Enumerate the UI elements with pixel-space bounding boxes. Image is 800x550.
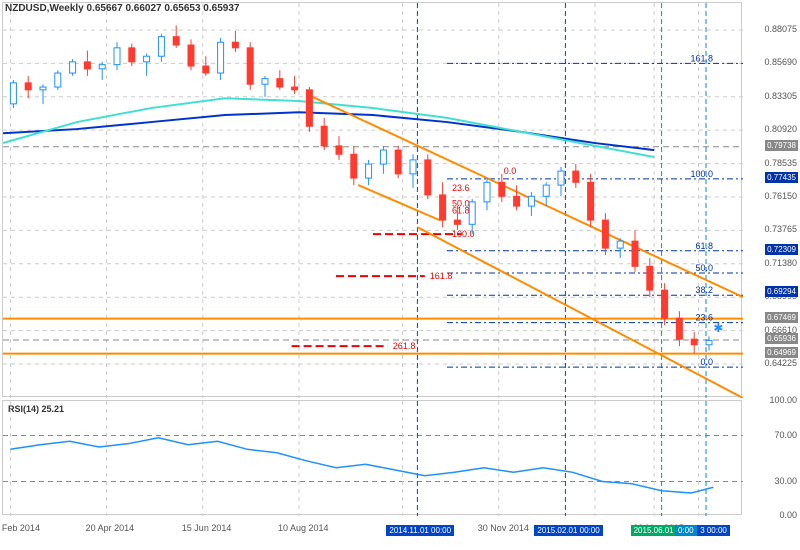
- svg-text:161.8: 161.8: [690, 53, 713, 63]
- y-tick-label: 0.85690: [764, 57, 797, 67]
- y-tick-label: 0.64225: [764, 358, 797, 368]
- ohlc: 0.65667 0.66027 0.65653 0.65937: [87, 3, 240, 14]
- y-tick-label: 0.78535: [764, 158, 797, 168]
- x-tick-label: 23 Feb 2014: [0, 523, 40, 533]
- price-level-box: 0.79738: [765, 140, 798, 151]
- y-tick-label: 0.83305: [764, 91, 797, 101]
- price-level-box: 0.67469: [765, 312, 798, 323]
- svg-text:50.0: 50.0: [695, 263, 713, 273]
- rsi-y-tick: 0.00: [779, 510, 797, 520]
- x-tick-box: 2015.02.01 00:00: [534, 525, 602, 536]
- y-axis-price: 0.88075 0.85690 0.83305 0.80920 0.78535 0.761…: [745, 2, 800, 397]
- x-tick-label: 20 Apr 2014: [86, 523, 135, 533]
- rsi-y-tick: 70.00: [774, 430, 797, 440]
- svg-text:61.8: 61.8: [695, 241, 713, 251]
- y-tick-label: 0.80920: [764, 124, 797, 134]
- svg-text:38.2: 38.2: [695, 285, 713, 295]
- x-tick-label: 10 Aug 2014: [278, 523, 329, 533]
- chart-title: NZDUSD,Weekly 0.65667 0.66027 0.65653 0.…: [5, 3, 239, 14]
- x-axis-time: 23 Feb 2014 20 Apr 2014 15 Jun 2014 10 Aug …: [2, 518, 742, 548]
- x-tick-box: 3 00:00: [697, 525, 730, 536]
- svg-text:261.8: 261.8: [393, 341, 416, 351]
- y-tick-label: 0.73765: [764, 224, 797, 234]
- svg-text:23.6: 23.6: [695, 313, 713, 323]
- rsi-y-tick: 100.00: [769, 395, 797, 405]
- svg-text:100.0: 100.0: [452, 229, 475, 239]
- symbol: NZDUSD,Weekly: [5, 3, 84, 14]
- price-chart[interactable]: 161.8100.061.850.038.223.60.00.023.650.0…: [2, 2, 742, 397]
- y-tick-label: 0.71380: [764, 258, 797, 268]
- y-tick-label: 0.76150: [764, 191, 797, 201]
- svg-text:23.6: 23.6: [452, 183, 470, 193]
- rsi-y-tick: 30.00: [774, 476, 797, 486]
- svg-text:100.0: 100.0: [690, 169, 713, 179]
- x-tick-label: 30 Nov 2014: [478, 523, 529, 533]
- svg-text:161.8: 161.8: [430, 271, 453, 281]
- svg-text:0.0: 0.0: [700, 357, 713, 367]
- x-tick-box: 0:00: [675, 525, 697, 536]
- x-tick-box: 2014.11.01 00:00: [386, 525, 454, 536]
- svg-text:✱: ✱: [713, 321, 723, 335]
- price-level-box: 0.64969: [765, 347, 798, 358]
- svg-text:61.8: 61.8: [452, 205, 470, 215]
- price-level-box: 0.72309: [765, 244, 798, 255]
- rsi-chart[interactable]: RSI(14) 25.21: [2, 400, 742, 515]
- price-level-box: 0.65936: [765, 333, 798, 344]
- y-tick-label: 0.88075: [764, 24, 797, 34]
- x-tick-label: 15 Jun 2014: [182, 523, 232, 533]
- price-level-box: 0.69294: [765, 286, 798, 297]
- price-level-box: 0.77435: [765, 172, 798, 183]
- svg-text:0.0: 0.0: [504, 166, 517, 176]
- y-axis-rsi: 100.0070.0030.000.00: [745, 400, 800, 515]
